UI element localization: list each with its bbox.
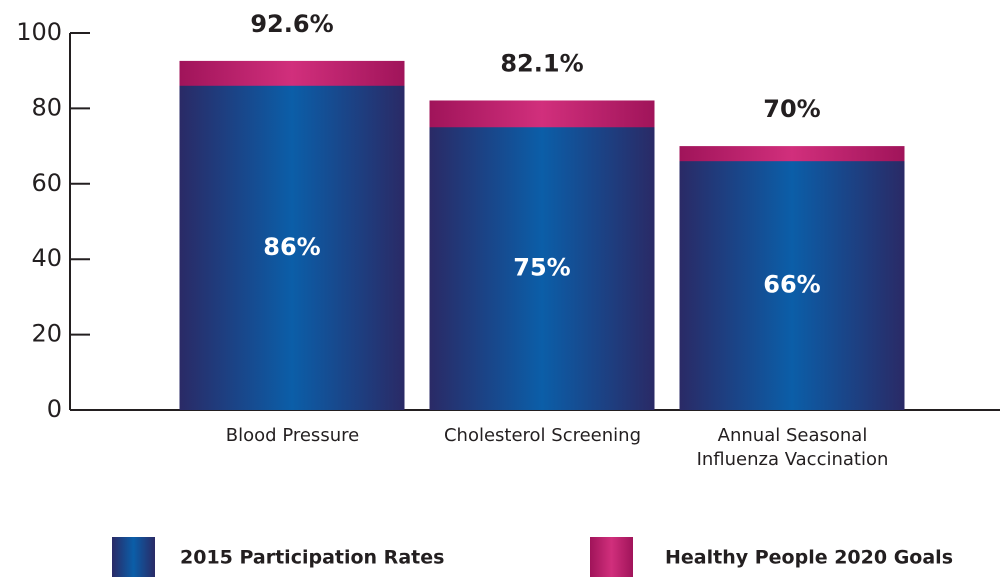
legend-label: 2015 Participation Rates	[180, 547, 444, 569]
value-label: 75%	[513, 254, 570, 282]
x-tick-label: Annual Seasonal Influenza Vaccination	[696, 425, 889, 471]
legend-swatch	[590, 537, 633, 577]
bar	[429, 127, 655, 410]
y-tick-label: 40	[31, 244, 62, 272]
y-tick-label: 0	[47, 395, 62, 423]
category-label-box: Cholesterol Screening	[443, 425, 642, 446]
value-label: 82.1%	[500, 49, 583, 77]
bar	[179, 85, 405, 410]
y-tick-label: 60	[31, 169, 62, 197]
legend-swatch	[112, 537, 155, 577]
value-label: 70%	[763, 95, 820, 123]
value-label: 66%	[763, 271, 820, 299]
y-tick-label: 80	[31, 93, 62, 121]
value-label: 86%	[263, 233, 320, 261]
category-label-box: Blood Pressure	[225, 425, 360, 446]
category-label-box: Annual Seasonal Influenza Vaccination	[696, 425, 889, 471]
y-tick-label: 20	[31, 320, 62, 348]
legend-label: Healthy People 2020 Goals	[665, 547, 953, 569]
y-tick-label: 100	[16, 18, 62, 46]
x-tick-label: Blood Pressure	[225, 425, 360, 446]
value-label: 92.6%	[250, 10, 333, 38]
x-tick-label: Cholesterol Screening	[443, 425, 642, 446]
bar	[679, 161, 905, 410]
